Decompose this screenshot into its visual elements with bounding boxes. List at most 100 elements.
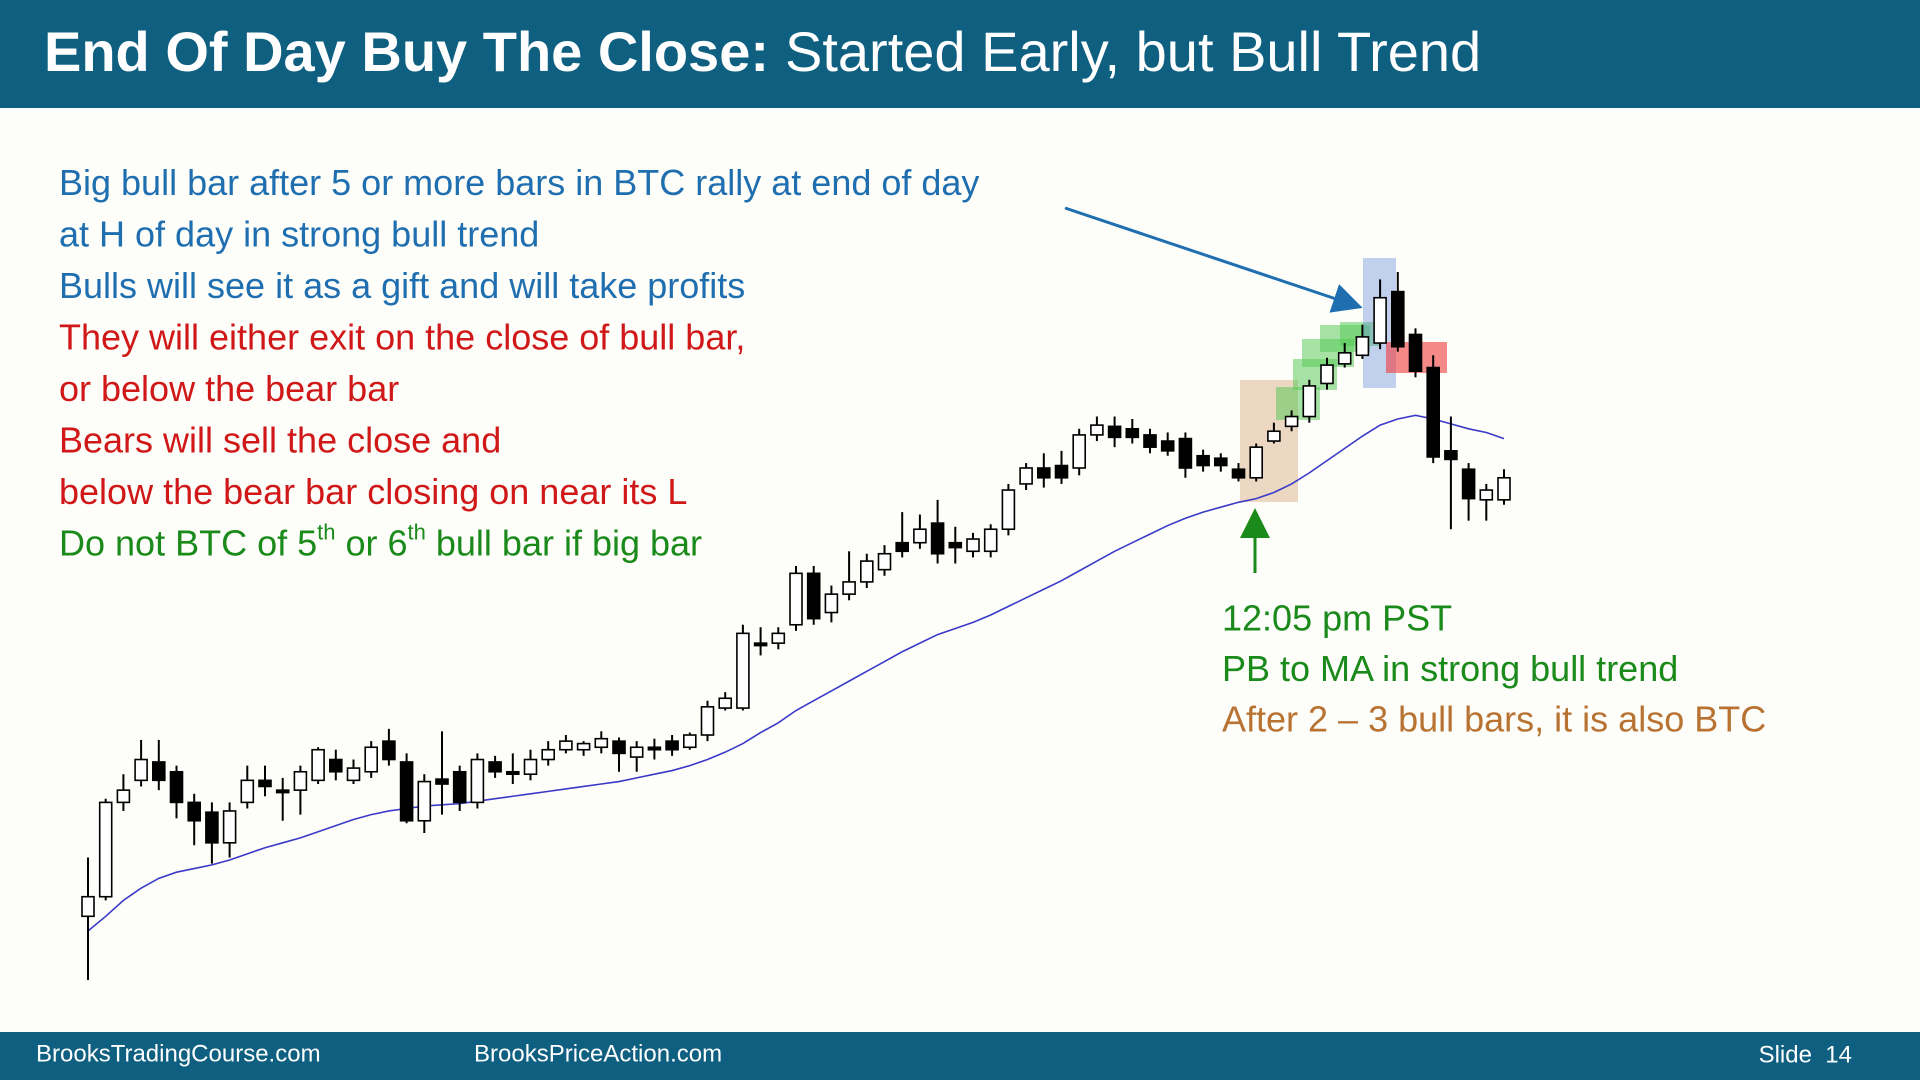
note-line: They will either exit on the close of bu… bbox=[59, 316, 745, 357]
candle-body bbox=[505, 770, 520, 776]
title-rest: Started Early, but Bull Trend bbox=[785, 20, 1481, 83]
superscript: th bbox=[317, 519, 335, 544]
moving-average bbox=[87, 414, 1505, 932]
title-bold: End Of Day Buy The Close: bbox=[44, 20, 769, 83]
note-text: or 6 bbox=[335, 522, 407, 563]
candle-body bbox=[594, 737, 609, 749]
candle-body bbox=[983, 528, 998, 553]
candle-body bbox=[187, 801, 201, 822]
candle-body bbox=[1337, 352, 1352, 365]
notes: Big bull bar after 5 or more bars in BTC… bbox=[59, 162, 979, 564]
candle-body bbox=[1444, 450, 1458, 461]
candle-body bbox=[311, 748, 325, 782]
candle-body bbox=[1373, 296, 1387, 344]
note-line: below the bear bar closing on near its L bbox=[59, 471, 687, 512]
candle-body bbox=[647, 746, 662, 751]
candle-body bbox=[612, 740, 626, 755]
candle-body bbox=[346, 767, 361, 782]
candle-body bbox=[435, 778, 449, 785]
candle-body bbox=[399, 761, 414, 822]
candle-body bbox=[1391, 290, 1405, 348]
candle-body bbox=[718, 697, 733, 709]
candle-body bbox=[913, 528, 927, 544]
note-text: Big bull bar after 5 or more bars in BTC… bbox=[59, 162, 979, 203]
candle-body bbox=[1267, 430, 1281, 442]
note-text: They will either exit on the close of bu… bbox=[59, 316, 745, 357]
footer-left: BrooksTradingCourse.com bbox=[36, 1040, 321, 1067]
candle-body bbox=[382, 740, 396, 761]
candle-body bbox=[1143, 434, 1157, 448]
candle-body bbox=[576, 742, 591, 751]
candle-body bbox=[240, 779, 255, 804]
arrow bbox=[1064, 206, 1363, 313]
candle-body bbox=[789, 572, 803, 626]
note-text: bull bar if big bar bbox=[426, 522, 702, 563]
candle-body bbox=[541, 748, 556, 761]
candle-chart bbox=[81, 272, 1511, 980]
candle-body bbox=[275, 789, 290, 794]
candle-body bbox=[222, 810, 237, 844]
candle-body bbox=[930, 522, 945, 555]
candle-body bbox=[364, 746, 379, 773]
candle-body bbox=[417, 780, 432, 822]
callout-line: 12:05 pm PST bbox=[1222, 598, 1452, 639]
candle-body bbox=[452, 770, 467, 804]
candle-body bbox=[488, 761, 502, 773]
candle-body bbox=[1408, 333, 1423, 373]
candle-body bbox=[1214, 457, 1228, 467]
note-line: Bears will sell the close and bbox=[59, 419, 501, 460]
note-line: Big bull bar after 5 or more bars in BTC… bbox=[59, 162, 979, 203]
candle-body bbox=[966, 538, 980, 553]
candle-body bbox=[1072, 434, 1086, 469]
candle-body bbox=[1037, 467, 1051, 479]
candle-body bbox=[1284, 415, 1299, 428]
candle-body bbox=[152, 761, 166, 782]
candle-body bbox=[1355, 336, 1370, 357]
candle-body bbox=[806, 572, 821, 620]
candle-body bbox=[771, 632, 786, 644]
candle-body bbox=[1302, 385, 1317, 418]
candle-body bbox=[629, 746, 644, 758]
candle-body bbox=[81, 895, 95, 918]
candle-body bbox=[523, 758, 538, 776]
candle-body bbox=[559, 740, 573, 751]
candle-body bbox=[824, 593, 839, 614]
footer-middle: BrooksPriceAction.com bbox=[474, 1040, 722, 1067]
note-text: Do not BTC of 5 bbox=[59, 522, 317, 563]
candle-body bbox=[948, 541, 963, 549]
superscript: th bbox=[408, 519, 426, 544]
candle-body bbox=[753, 642, 768, 647]
candle-body bbox=[258, 779, 272, 788]
candle-body bbox=[1160, 440, 1175, 452]
note-text: or below the bear bar bbox=[59, 368, 399, 409]
candle-body bbox=[1001, 489, 1016, 531]
candle-body bbox=[1178, 437, 1193, 469]
candle-body bbox=[1196, 454, 1210, 467]
candle-body bbox=[682, 734, 697, 749]
candle-body bbox=[205, 811, 219, 844]
callout-line: PB to MA in strong bull trend bbox=[1222, 648, 1678, 689]
footer-bar bbox=[0, 1032, 1920, 1080]
note-line: Do not BTC of 5th or 6th bull bar if big… bbox=[59, 519, 702, 563]
candle-body bbox=[842, 581, 856, 595]
candle-body bbox=[1497, 476, 1511, 501]
title: End Of Day Buy The Close: Started Early, … bbox=[44, 20, 1481, 83]
title-bar bbox=[0, 0, 1920, 108]
callout: 12:05 pm PST PB to MA in strong bull tren… bbox=[1222, 598, 1766, 740]
candle-body bbox=[1125, 427, 1140, 439]
candle-body bbox=[1107, 425, 1122, 439]
highlights bbox=[1240, 258, 1447, 502]
candle-body bbox=[1054, 464, 1069, 479]
note-text: Bulls will see it as a gift and will tak… bbox=[59, 265, 745, 306]
candle-body bbox=[116, 789, 131, 804]
note-text: at H of day in strong bull trend bbox=[59, 213, 539, 254]
candle-body bbox=[736, 632, 750, 709]
note-line: at H of day in strong bull trend bbox=[59, 213, 539, 254]
slide-number: Slide 14 bbox=[1759, 1041, 1852, 1068]
candle-body bbox=[700, 706, 715, 736]
candle-body bbox=[895, 541, 910, 553]
candle-body bbox=[1231, 468, 1246, 479]
candle-body bbox=[1090, 424, 1104, 436]
